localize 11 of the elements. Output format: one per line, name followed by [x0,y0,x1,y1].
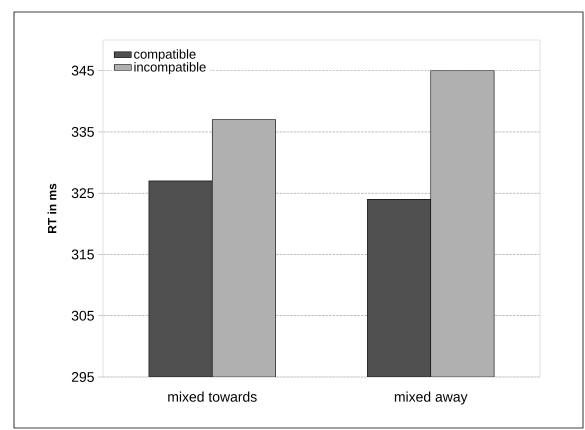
legend-label: compatible [134,49,196,62]
y-tick-label: 345 [72,66,94,76]
x-tick-label: mixed away [394,392,468,405]
legend-label: incompatible [134,62,206,74]
y-tick-label: 325 [72,188,94,198]
x-tick-label: mixed towards [168,392,257,402]
y-tick-label: 315 [72,250,94,260]
y-tick-label: 295 [72,372,94,382]
y-axis-title: RT in ms [48,184,56,233]
y-tick-label: 335 [72,126,94,137]
y-tick-label: 305 [72,310,94,321]
